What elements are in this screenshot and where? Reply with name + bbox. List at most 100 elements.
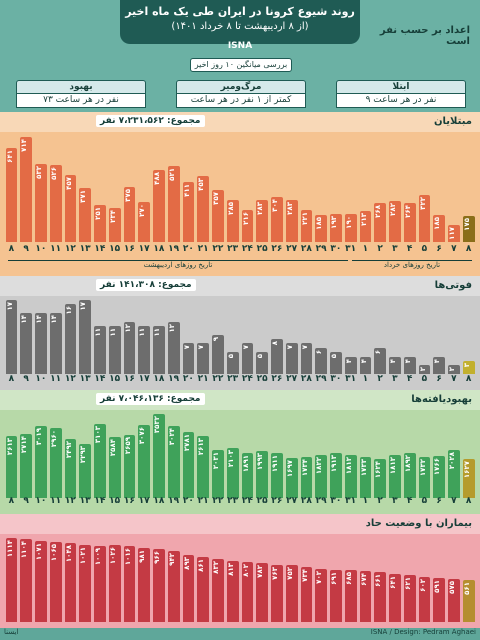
chart-panel-2: بهبودیافته‌ها مجموع: ۷،۰۴۶،۱۳۶ نفر ۲۶۱۳ ۸ ۲۷…: [0, 390, 480, 514]
bar-value-label: ۷: [197, 345, 206, 350]
bar-value-label: ۱۷۳۳: [359, 458, 368, 476]
bar: ۴: [344, 356, 357, 374]
average-label: بررسی میانگین ۱۰ روز اخیر: [190, 58, 292, 72]
bar: ۲۵۱: [94, 205, 106, 242]
bar: ۲۱۳: [359, 210, 372, 242]
bar: ۵: [256, 352, 268, 374]
day-label: ۲۲: [212, 374, 224, 384]
bar: ۵۳۲: [35, 163, 47, 242]
bar: ۲۷۸۱: [182, 432, 195, 498]
bar: ۲۶۱۳: [5, 435, 18, 498]
card-deaths: مرگ‌ومیر کمتر از ۱ نفر در هر ساعت: [176, 80, 306, 108]
bar: ۷۱۴: [20, 137, 32, 242]
day-label: ۹: [23, 244, 29, 254]
day-label: ۱: [362, 374, 369, 384]
day-label: ۲۶: [271, 496, 283, 506]
bar-value-label: ۱۸۹۲: [403, 455, 412, 473]
units-note: اعداد بر حسب نفر است: [379, 25, 470, 47]
bar-value-label: ۴: [433, 358, 442, 363]
day-label: ۱: [362, 496, 369, 506]
bar-value-label: ۱۱: [94, 327, 102, 337]
chart-title-band: [0, 112, 480, 132]
bar-value-label: ۱۱۱۴: [5, 540, 14, 558]
bar-value-label: ۴۸۸: [153, 172, 161, 186]
bar-value-label: ۱۸۹۱: [241, 455, 250, 473]
bar: ۲۷۰: [138, 202, 150, 242]
bar: ۴۸۸: [153, 170, 165, 242]
day-label: ۱۰: [35, 374, 47, 384]
bar-value-label: ۶۴۱: [389, 575, 397, 589]
bar-value-label: ۷: [300, 345, 309, 350]
footer: ایسنا ISNA / Design: Pedram Aghaei: [0, 628, 480, 640]
bar-value-label: ۱۲: [167, 323, 176, 333]
day-label: ۱۲: [64, 244, 76, 254]
day-label: ۲۱: [197, 496, 209, 506]
bar: ۲۲۱: [300, 209, 313, 242]
bar-value-label: ۲۶۵۹: [123, 436, 132, 454]
bar-value-label: ۷۳۴: [300, 568, 309, 582]
bar-value-label: ۶۲۱: [403, 577, 412, 591]
bar: ۳۷۱: [79, 187, 91, 242]
bar: ۲: [418, 365, 431, 374]
bar: ۱۱۷: [448, 224, 460, 242]
bar: ۳۰۱۹: [35, 426, 47, 498]
day-label: ۱۰: [35, 244, 47, 254]
day-label: ۲۱: [197, 244, 209, 254]
bar-value-label: ۱۰۰۹: [94, 548, 102, 566]
bar: ۱۸۹۲: [403, 453, 416, 498]
bar: ۴: [359, 356, 372, 374]
bar: ۶: [315, 347, 327, 374]
bar: ۳۵۷: [212, 189, 224, 242]
bar-value-label: ۱۴: [35, 314, 43, 324]
bar-value-label: ۱۶۹۷: [285, 459, 294, 477]
bar-value-label: ۱۰۱۶: [123, 547, 132, 565]
bar: ۵۲۶: [49, 164, 62, 242]
card-recovery-value: ۷۳ نفر در هر ساعت: [16, 94, 146, 108]
day-label: ۱۶: [123, 244, 135, 254]
bar: ۱۷: [79, 299, 91, 374]
bar-value-label: ۳۰۷۶: [138, 427, 147, 445]
bar: ۹۴۲: [167, 551, 180, 622]
bar: ۲۵۸۴: [108, 436, 121, 498]
bar-value-label: ۱۰۲۶: [108, 546, 117, 564]
day-label: ۳۱: [345, 496, 357, 506]
day-label: ۱۳: [79, 496, 91, 506]
day-label: ۸: [465, 374, 472, 384]
day-label: ۱۶: [123, 374, 135, 384]
day-label: ۷: [451, 244, 457, 254]
bar: ۱۴: [35, 312, 47, 374]
day-label: ۱۰: [35, 496, 47, 506]
bar-value-label: ۱۰۲۱: [79, 547, 88, 565]
page-title: روند شیوع کرونا در ایران طی یک ماه اخیر: [125, 5, 355, 18]
bar: ۱۸۲۲: [315, 454, 327, 498]
bar-value-label: ۶۸۵: [344, 572, 353, 586]
day-label: ۲: [377, 496, 383, 506]
day-label: ۱۵: [109, 496, 121, 506]
bar-value-label: ۱۷۵: [462, 218, 471, 232]
bar-value-label: ۱۹۹۳: [256, 452, 265, 470]
bar-value-label: ۱۷: [5, 301, 14, 311]
bar: ۲۷۱۴: [20, 433, 32, 498]
bar: ۷: [182, 343, 195, 374]
bar-value-label: ۷۵۲: [285, 567, 294, 581]
bar: ۱۱: [138, 325, 150, 374]
bar: ۲۲۹۳: [79, 443, 91, 498]
bar-value-label: ۷۱۴: [20, 139, 29, 153]
bar: ۲۳۴: [108, 207, 121, 242]
bar-value-label: ۶۰۲: [418, 578, 427, 592]
bar-value-label: ۶۷۴: [359, 573, 368, 587]
day-label: ۲۸: [300, 374, 312, 384]
chart-title: مبتلایان: [434, 116, 472, 127]
day-label: ۱۲: [64, 374, 76, 384]
bar: ۱۶: [64, 304, 77, 374]
day-label: ۷: [451, 496, 457, 506]
day-label: ۱۳: [79, 374, 91, 384]
bar: ۱۰۲۱: [79, 545, 91, 622]
chart-title: بهبودیافته‌ها: [411, 394, 472, 405]
bar: ۸: [271, 339, 283, 374]
chart-panel-3: بیماران با وضعیت حاد ۱۱۱۴ ۱۱۰۴ ۱۰۷۱ ۱۰۶۵ ۱۰۴۸…: [0, 514, 480, 628]
day-label: ۱۵: [109, 244, 121, 254]
bar: ۲۸۲: [389, 200, 401, 242]
bar: ۳۵۳۲: [153, 414, 165, 498]
bar-value-label: ۱۰۴۸: [64, 545, 73, 563]
